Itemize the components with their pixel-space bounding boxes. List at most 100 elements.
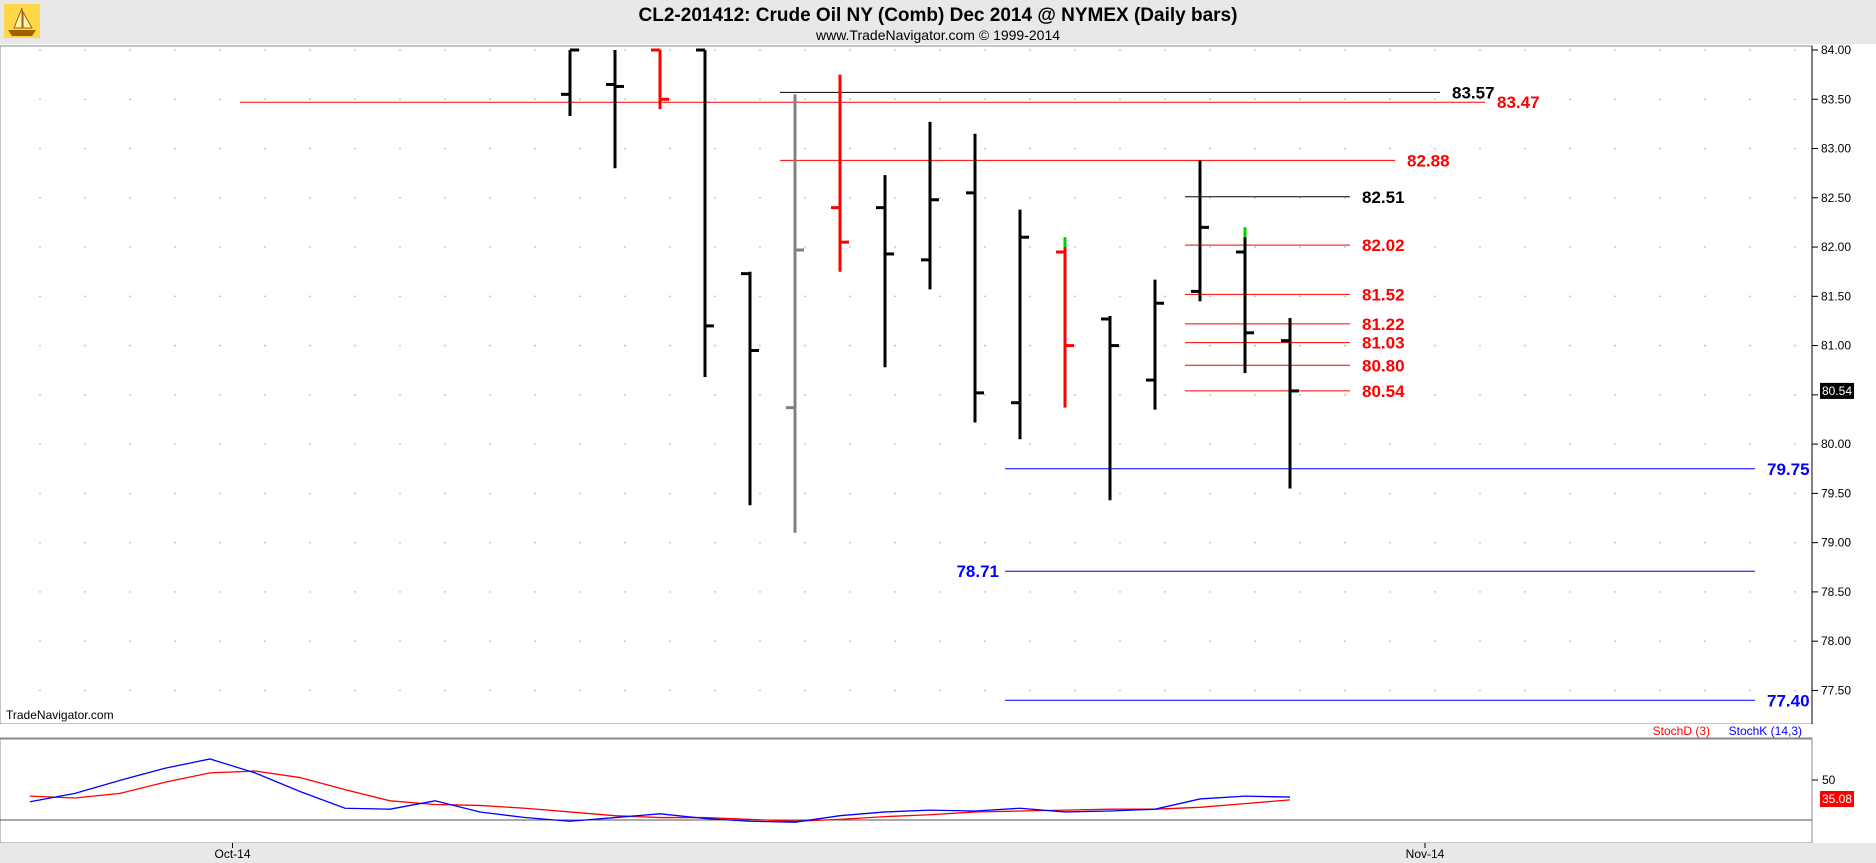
grid-dot xyxy=(1299,640,1301,642)
grid-dot xyxy=(1704,541,1706,544)
grid-dot xyxy=(1704,295,1706,298)
grid-dot xyxy=(624,196,626,199)
grid-dot xyxy=(894,443,896,445)
grid-dot xyxy=(1164,591,1166,593)
grid-dot xyxy=(714,246,716,248)
grid-dot xyxy=(1209,344,1211,347)
grid-dot xyxy=(1119,394,1121,396)
grid-dot xyxy=(894,98,896,101)
grid-dot xyxy=(984,394,986,396)
grid-dot xyxy=(264,147,266,150)
grid-dot xyxy=(174,591,176,593)
grid-dot xyxy=(1254,394,1256,396)
grid-dot xyxy=(579,295,581,298)
grid-dot xyxy=(1074,492,1076,495)
grid-dot xyxy=(714,640,716,642)
ohlc-bar xyxy=(606,50,624,169)
grid-dot xyxy=(1659,689,1661,692)
grid-dot xyxy=(1389,492,1391,495)
grid-dot xyxy=(39,492,41,495)
grid-dot xyxy=(669,689,671,692)
last-price-value: 80.54 xyxy=(1822,384,1852,398)
grid-dot xyxy=(939,443,941,445)
legend-stochk: StochK (14,3) xyxy=(1729,724,1802,738)
grid-dot xyxy=(1749,541,1751,544)
grid-dot xyxy=(1569,689,1571,692)
grid-dot xyxy=(849,492,851,495)
grid-dot xyxy=(1749,394,1751,396)
grid-dot xyxy=(1749,295,1751,298)
grid-dot xyxy=(1389,394,1391,396)
grid-dot xyxy=(1254,98,1256,101)
last-price-badge: 80.54 xyxy=(1820,382,1854,399)
grid-dot xyxy=(1569,492,1571,495)
grid-dot xyxy=(309,196,311,199)
grid-dot xyxy=(444,49,446,51)
grid-dot xyxy=(1434,295,1436,298)
grid-dot xyxy=(1569,98,1571,101)
grid-dot xyxy=(669,49,671,51)
price-tick-label: 81.00 xyxy=(1821,339,1851,353)
grid-dot xyxy=(759,394,761,396)
grid-dot xyxy=(1299,689,1301,692)
grid-dot xyxy=(1119,49,1121,51)
grid-dot xyxy=(174,295,176,298)
grid-dot xyxy=(444,344,446,347)
grid-dot xyxy=(894,541,896,544)
stochastic-lines xyxy=(29,758,1291,823)
grid-dot xyxy=(1344,394,1346,396)
grid-dot xyxy=(1794,147,1796,150)
grid-dot xyxy=(1344,246,1346,248)
grid-dot xyxy=(1704,394,1706,396)
grid-dot xyxy=(939,492,941,495)
grid-dot xyxy=(1659,344,1661,347)
grid-dot xyxy=(84,295,86,298)
grid-dot xyxy=(1029,295,1031,298)
grid-dot xyxy=(1074,295,1076,298)
level-label-82-51: 82.51 xyxy=(1362,188,1405,207)
grid-dot xyxy=(264,640,266,642)
grid-dot xyxy=(219,344,221,347)
grid-dot xyxy=(534,492,536,495)
grid-dot xyxy=(1299,492,1301,495)
grid-dot xyxy=(579,196,581,199)
grid-dot xyxy=(309,147,311,150)
ohlc-bar xyxy=(1281,318,1299,489)
grid-dot xyxy=(1299,344,1301,347)
grid-dot xyxy=(849,689,851,692)
grid-dot xyxy=(1209,295,1211,298)
grid-dot xyxy=(1074,591,1076,593)
grid-dot xyxy=(39,246,41,248)
chart-subtitle: www.TradeNavigator.com © 1999-2014 xyxy=(815,27,1060,43)
series-line-stochd xyxy=(29,770,1291,822)
grid-dot xyxy=(1029,689,1031,692)
stochastic-y-axis: 50 xyxy=(1812,773,1836,787)
grid-dot xyxy=(669,196,671,199)
grid-dot xyxy=(1749,98,1751,101)
grid-dot xyxy=(39,295,41,298)
grid-dot xyxy=(1344,689,1346,692)
grid-dot xyxy=(1119,98,1121,101)
grid-dot xyxy=(39,443,41,445)
grid-dot xyxy=(894,394,896,396)
grid-dot xyxy=(1434,541,1436,544)
grid-dot xyxy=(759,541,761,544)
grid-dot xyxy=(1074,689,1076,692)
grid-dot xyxy=(1479,640,1481,642)
grid-dot xyxy=(804,640,806,642)
grid-dot xyxy=(1434,246,1436,248)
grid-dot xyxy=(1164,541,1166,544)
grid-dot xyxy=(1074,98,1076,101)
grid-dot xyxy=(264,443,266,445)
grid-dot xyxy=(489,443,491,445)
grid-dot xyxy=(624,246,626,248)
price-tick-label: 79.00 xyxy=(1821,536,1851,550)
grid-dot xyxy=(444,98,446,101)
grid-dot xyxy=(894,196,896,199)
grid-dot xyxy=(1614,443,1616,445)
grid-dot xyxy=(129,49,131,51)
grid-dot xyxy=(624,640,626,642)
ohlc-bar xyxy=(1011,209,1029,440)
grid-dot xyxy=(1164,196,1166,199)
grid-dot xyxy=(849,541,851,544)
